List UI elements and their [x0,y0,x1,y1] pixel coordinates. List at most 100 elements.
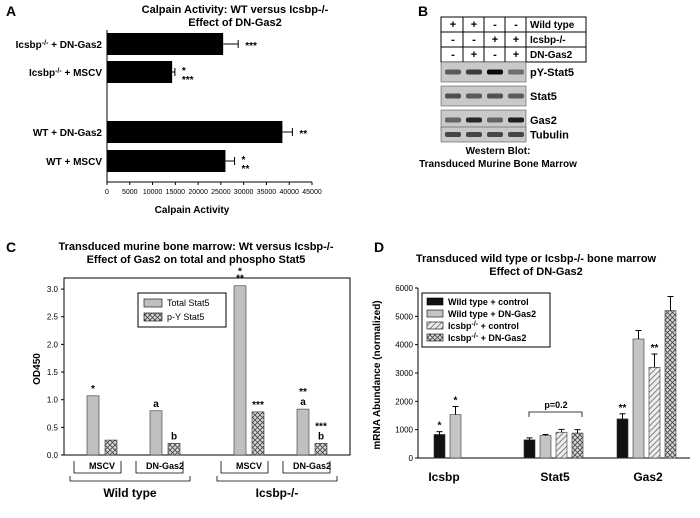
panel-c-y-tick-label: 0.0 [47,451,59,460]
panel-d-legend-label: Icsbp-/- + DN-Gas2 [448,333,526,344]
panel-c-legend-swatch-total [143,298,163,308]
panel-b-band [487,93,503,99]
panel-b-band [487,117,503,123]
panel-c-genotype-bracket [216,476,338,482]
panel-c-bar-total [296,408,310,456]
panel-b-band [466,93,482,99]
panel-a-significance: * [242,155,246,166]
panel-c-legend-swatch-py [143,312,163,322]
panel-d-bar [555,431,568,459]
panel-c-bar-py [314,443,328,456]
panel-c-sig-py-extra: *** [315,421,327,432]
panel-a-x-tick-label: 45000 [302,189,322,196]
panel-a-subtitle: Effect of DN-Gas2 [188,17,282,29]
panel-b-blot-label: Gas2 [530,115,557,127]
panel-b-lane-sign: - [451,34,455,46]
panel-b-row-label: Icsbp-/- [530,35,566,46]
panel-d-category-label: Stat5 [540,470,570,484]
panel-a-significance: * [182,66,186,77]
panel-b-blot-label: Tubulin [530,130,569,142]
panel-c-legend-label-total: Total Stat5 [167,298,210,308]
panel-c-category-bracket [135,461,184,474]
panel-d-y-tick-label: 0 [409,454,414,463]
panel-d-significance: ** [619,403,627,414]
panel-c-legend-box [137,292,227,328]
panel-a-x-tick-label: 15000 [166,189,186,196]
panel-c-genotype-bracket [69,476,191,482]
panel-c-bar-total [86,395,100,456]
panel-b-lane-sign: + [513,49,519,61]
panel-b-row-label: DN-Gas2 [530,50,573,61]
panel-d-bar [648,367,661,459]
panel-b-band [445,132,461,137]
panel-c-sig-total: a [153,399,159,410]
panel-b-blot-label: pY-Stat5 [530,67,574,79]
panel-c-genotype-label: Icsbp-/- [256,486,299,500]
panel-a-x-tick-label: 20000 [188,189,208,196]
panel-b-lane-sign: + [492,34,498,46]
panel-b-western-blot: Western Blot: Transduced Murine Bone Mar… [419,16,587,170]
panel-d-legend-swatch [426,321,444,330]
panel-d-bar [539,435,552,459]
panel-d-category-label: Icsbp [428,470,459,484]
panel-a-bar [107,61,173,83]
panel-c-title: Transduced murine bone marrow: Wt versus… [58,241,333,253]
panel-b-blot-label: Stat5 [530,91,557,103]
panel-b-band [445,117,461,123]
panel-b-band [466,132,482,137]
panel-b-band [466,117,482,123]
panel-a-bar-label: Icsbp-/- + MSCV [29,68,102,80]
panel-b-band [508,132,524,137]
panel-a-significance: *** [245,41,257,52]
panel-c-category-label: MSCV [236,461,262,471]
panel-c-sig-total: ** [236,274,244,285]
panel-b-caption-2: Transduced Murine Bone Marrow [419,159,577,170]
panel-letter-d: D [374,239,384,255]
panel-a-x-tick-label: 25000 [211,189,231,196]
panel-c-bar-total [149,410,163,456]
panel-c-ylabel: OD450 [32,353,43,385]
panel-d-legend-swatch [426,333,444,342]
panel-a-x-tick-label: 35000 [257,189,277,196]
panel-a-bar [107,121,283,143]
panel-d-category-label: Gas2 [633,470,663,484]
panel-d-y-tick-label: 2000 [395,397,413,406]
panel-letter-a: A [6,3,16,19]
panel-b-blot-strip [440,85,527,107]
panel-a-bar [107,150,226,172]
panel-c-y-tick-label: 3.0 [47,285,59,294]
panel-b-lane-sign: + [471,19,477,31]
panel-d-bar [523,439,536,459]
panel-d-annotation-bracket [528,411,583,417]
panel-b-lane-sign: + [471,49,477,61]
panel-a-x-tick-label: 10000 [143,189,163,196]
panel-a-x-tick-label: 0 [105,189,109,196]
panel-a-significance: ** [299,129,307,140]
panel-c-sig-py: *** [252,400,264,411]
panel-d-annotation: p=0.2 [544,400,567,410]
panel-c-y-tick-label: 2.0 [47,340,59,349]
panel-c-y-tick-label: 2.5 [47,313,59,322]
panel-c-bar-py [104,439,118,456]
panel-d-bar [571,432,584,459]
panel-c-genotype-label: Wild type [103,486,157,500]
panel-d-y-tick-label: 5000 [395,312,413,321]
panel-b-blot-strip [440,61,527,83]
panel-a-bar-label: Icsbp-/- + DN-Gas2 [16,40,103,52]
panel-a-x-tick-label: 40000 [279,189,299,196]
panel-a-significance: *** [182,75,194,86]
panel-letter-c: C [6,239,16,255]
panel-d-bar [449,414,462,459]
panel-b-blot-strip [440,126,527,143]
panel-b-lane-sign: - [493,49,497,61]
panel-d-bar [616,418,629,459]
panel-c-sig-total-extra: ** [299,387,307,398]
panel-b-lane-sign: - [451,49,455,61]
panel-a-title: Calpain Activity: WT versus Icsbp-/- [142,4,329,16]
panel-a-significance: ** [242,164,250,175]
panel-d-title: Transduced wild type or Icsbp-/- bone ma… [416,253,657,265]
panel-b-lane-sign: + [513,34,519,46]
panel-b-lane-sign: - [472,34,476,46]
panel-d-y-tick-label: 1000 [395,426,413,435]
